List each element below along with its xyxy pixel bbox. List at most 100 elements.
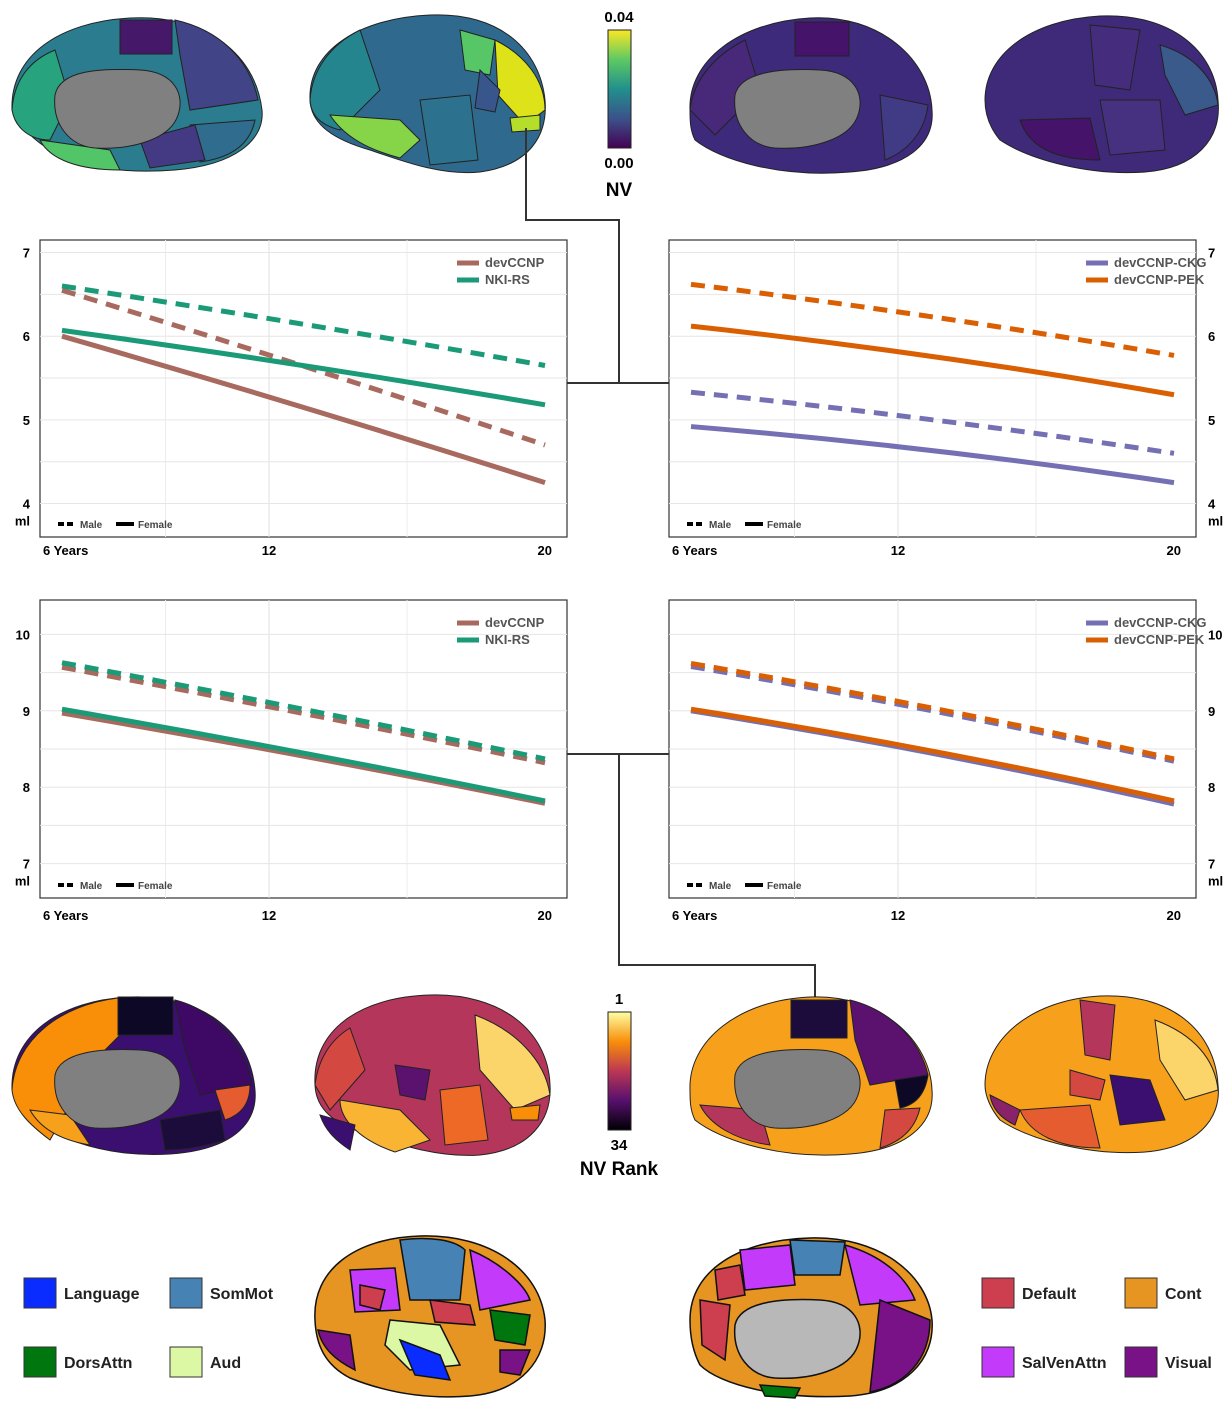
x-tick-label: 12	[262, 908, 276, 923]
y-axis-unit: ml	[1208, 874, 1223, 889]
linestyle-male-label: Male	[80, 881, 103, 892]
series-line-nki-rs-female	[61, 327, 546, 408]
x-tick-label: 20	[1167, 908, 1181, 923]
y-tick-label: 10	[1208, 627, 1222, 642]
y-tick-label: 7	[1208, 246, 1215, 261]
linestyle-female-label: Female	[767, 520, 802, 531]
legend-label: NKI-RS	[485, 632, 530, 647]
chart-grid	[40, 240, 567, 537]
y-tick-label: 6	[1208, 329, 1215, 344]
linestyle-male-label: Male	[709, 881, 732, 892]
linestyle-female-label: Female	[767, 881, 802, 892]
series-line-devccnp-female	[61, 333, 546, 486]
series-line-devccnp-pek-male	[690, 660, 1175, 762]
y-axis-unit: ml	[15, 514, 30, 529]
brain-rank-right-medial	[689, 996, 933, 1156]
y-axis-unit: ml	[1208, 514, 1223, 529]
rank-colorbar-bottom: 34	[611, 1137, 628, 1154]
rank-colorbar-top: 1	[615, 991, 623, 1008]
y-tick-label: 5	[23, 413, 30, 428]
network-swatch-sommot	[169, 1277, 203, 1309]
x-tick-label: 20	[538, 543, 552, 558]
series-line-devccnp-ckg-male	[690, 389, 1175, 456]
series-line-nki-rs-male	[61, 660, 546, 762]
legend-label: devCCNP-CKG	[1114, 615, 1206, 630]
network-swatch-visual	[1124, 1346, 1158, 1378]
network-label-dorsattn: DorsAttn	[64, 1355, 132, 1372]
chart-grid	[669, 240, 1196, 537]
network-swatch-language	[23, 1277, 57, 1309]
legend-label: devCCNP-CKG	[1114, 255, 1206, 270]
x-tick-label: 20	[1167, 543, 1181, 558]
network-swatch-dorsattn	[23, 1346, 57, 1378]
connector-bottom	[567, 753, 816, 1000]
linestyle-female-label: Female	[138, 881, 173, 892]
y-tick-label: 4	[23, 497, 31, 512]
y-tick-label: 7	[23, 857, 30, 872]
brain-nv-right-medial	[689, 17, 933, 174]
x-tick-label: 20	[538, 908, 552, 923]
brain-rank-left-lateral	[314, 994, 551, 1156]
network-swatch-cont	[1124, 1277, 1158, 1309]
nv-colorbar-max: 0.04	[604, 9, 634, 26]
network-label-visual: Visual	[1165, 1355, 1212, 1372]
chart-top-right: devCCNP-CKG devCCNP-PEK Male Female 6 Years 1…	[668, 239, 1223, 558]
legend-label: NKI-RS	[485, 272, 530, 287]
network-legend: Language SomMot DorsAttn Aud Default Cont SalV…	[23, 1277, 1212, 1378]
y-tick-label: 5	[1208, 413, 1215, 428]
network-label-default: Default	[1022, 1286, 1077, 1303]
linestyle-female-label: Female	[138, 520, 173, 531]
brain-network-lateral	[314, 1235, 546, 1398]
x-tick-label: 6 Years	[672, 908, 717, 923]
brain-nv-left-lateral	[309, 14, 546, 174]
rank-colorbar: 1 34 NV Rank	[580, 991, 659, 1180]
series-line-devccnp-pek-female	[690, 706, 1175, 804]
series-line-devccnp-pek-female	[690, 323, 1175, 398]
rank-colorbar-label: NV Rank	[580, 1159, 659, 1180]
y-axis-unit: ml	[15, 874, 30, 889]
y-tick-label: 8	[23, 780, 30, 795]
chart-bottom-right: devCCNP-CKG devCCNP-PEK Male Female 6 Years 1…	[668, 599, 1223, 923]
y-tick-label: 8	[1208, 780, 1215, 795]
y-tick-label: 9	[1208, 704, 1215, 719]
network-label-salvenattn: SalVenAttn	[1022, 1355, 1106, 1372]
y-tick-label: 10	[16, 627, 30, 642]
legend-label: devCCNP-PEK	[1114, 272, 1205, 287]
series-line-devccnp-ckg-female	[690, 424, 1175, 486]
x-tick-label: 12	[891, 543, 905, 558]
series-line-devccnp-pek-male	[690, 281, 1175, 358]
brain-rank-right-lateral	[984, 995, 1219, 1154]
brain-nv-left-medial	[11, 17, 263, 172]
linestyle-male-label: Male	[80, 520, 103, 531]
network-swatch-default	[981, 1277, 1015, 1309]
brain-network-medial	[689, 1237, 933, 1399]
x-tick-label: 12	[891, 908, 905, 923]
nv-colorbar-label: NV	[606, 180, 633, 201]
network-label-aud: Aud	[210, 1355, 241, 1372]
nv-colorbar: 0.04 0.00 NV	[604, 9, 634, 201]
chart-frame	[39, 239, 568, 538]
linestyle-male-label: Male	[709, 520, 732, 531]
connector-top	[525, 128, 669, 384]
x-tick-label: 6 Years	[672, 543, 717, 558]
y-tick-label: 7	[23, 246, 30, 261]
network-swatch-aud	[169, 1346, 203, 1378]
network-label-cont: Cont	[1165, 1286, 1202, 1303]
nv-colorbar-min: 0.00	[604, 155, 633, 172]
brain-rank-left-medial	[11, 996, 256, 1156]
network-label-language: Language	[64, 1286, 140, 1303]
network-swatch-salvenattn	[981, 1346, 1015, 1378]
y-tick-label: 4	[1208, 497, 1216, 512]
x-tick-label: 6 Years	[43, 908, 88, 923]
legend-label: devCCNP	[485, 615, 545, 630]
chart-frame	[668, 239, 1197, 538]
chart-top-left: devCCNP NKI-RS Male Female 6 Years 12 20 7 6 5 4 ml	[15, 239, 568, 558]
series-line-nki-rs-female	[61, 706, 546, 804]
y-tick-label: 6	[23, 329, 30, 344]
y-tick-label: 9	[23, 704, 30, 719]
chart-bottom-left: devCCNP NKI-RS Male Female 6 Years 12 20 10 9 8 7 m…	[15, 599, 568, 923]
series-line-devccnp-male	[61, 664, 546, 766]
x-tick-label: 12	[262, 543, 276, 558]
legend-label: devCCNP-PEK	[1114, 632, 1205, 647]
